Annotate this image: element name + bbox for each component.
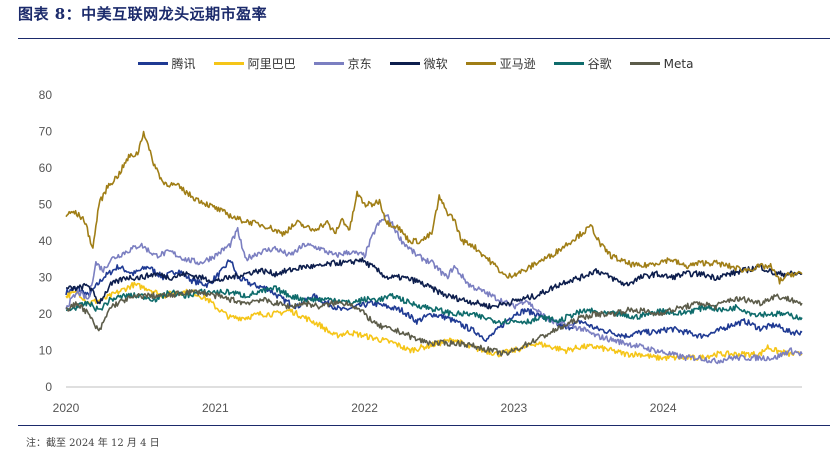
legend-label: 腾讯 [171, 57, 196, 71]
legend-swatch [389, 62, 420, 65]
y-tick-label: 0 [45, 380, 52, 394]
y-tick-label: 40 [39, 234, 53, 248]
series-line-4 [65, 130, 803, 285]
x-axis: 2020 2021 2022 2023 2024 [53, 386, 802, 415]
series-line-2 [65, 214, 803, 365]
legend-label: 微软 [423, 57, 448, 71]
y-tick-label: 60 [39, 161, 53, 175]
y-tick-label: 70 [39, 125, 53, 139]
legend-item: 亚马逊 [465, 55, 536, 72]
legend-item: 谷歌 [553, 55, 612, 72]
series-line-6 [65, 289, 803, 357]
series-line-0 [65, 259, 803, 342]
x-tick-label: 2020 [53, 401, 80, 415]
y-tick-label: 80 [39, 88, 53, 102]
legend-label: 谷歌 [587, 57, 612, 71]
legend-swatch [137, 62, 168, 65]
legend-item: 阿里巴巴 [213, 55, 296, 72]
legend-label: 京东 [347, 57, 372, 71]
legend-swatch [465, 62, 496, 65]
y-tick-label: 20 [39, 307, 53, 321]
chart-legend: 腾讯 阿里巴巴 京东 微软 亚马逊 谷歌 Meta [0, 55, 831, 72]
series-line-5 [65, 285, 803, 325]
legend-swatch [629, 62, 660, 65]
x-tick-label: 2022 [351, 401, 378, 415]
legend-swatch [213, 62, 244, 65]
legend-swatch [313, 62, 344, 65]
y-tick-label: 30 [39, 271, 53, 285]
source-note: 注：截至 2024 年 12 月 4 日 [26, 438, 160, 449]
legend-label: 阿里巴巴 [247, 57, 296, 71]
footer-divider [18, 425, 830, 426]
legend-label: 亚马逊 [499, 57, 536, 71]
legend-item: Meta [629, 55, 694, 72]
series-line-1 [65, 281, 803, 362]
legend-swatch [553, 62, 584, 65]
legend-label: Meta [663, 56, 694, 71]
x-tick-label: 2021 [202, 401, 229, 415]
y-tick-label: 50 [39, 198, 53, 212]
title-divider [18, 38, 830, 39]
y-tick-label: 10 [39, 344, 53, 358]
x-tick-label: 2023 [501, 401, 528, 415]
x-tick-label: 2024 [650, 401, 677, 415]
legend-item: 微软 [389, 55, 448, 72]
series-line-3 [65, 257, 803, 310]
legend-item: 京东 [313, 55, 372, 72]
y-axis: 0 10 20 30 40 50 60 70 80 [39, 88, 53, 394]
legend-item: 腾讯 [137, 55, 196, 72]
figure-title: 图表 8：中美互联网龙头远期市盈率 [18, 5, 268, 23]
series-lines [65, 130, 803, 365]
